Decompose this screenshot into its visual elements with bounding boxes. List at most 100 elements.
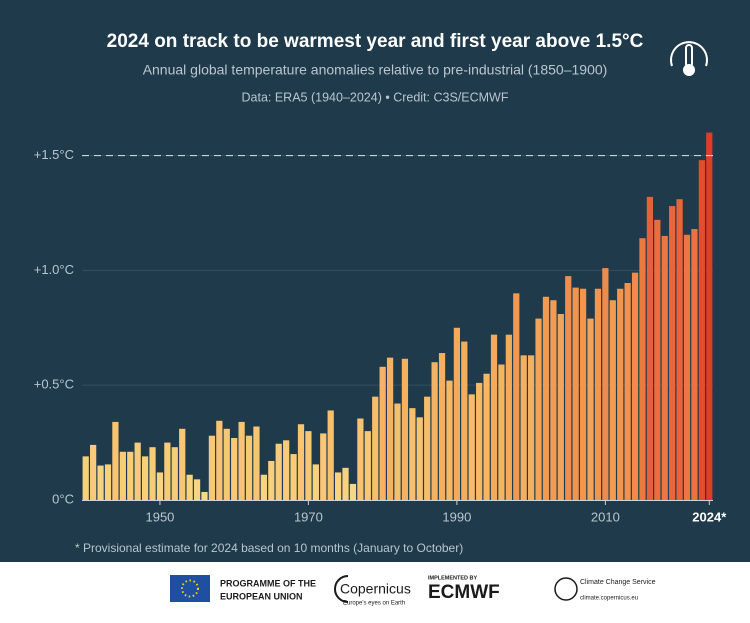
bar — [624, 283, 631, 500]
bar — [587, 318, 594, 500]
implemented-text: IMPLEMENTED BY — [428, 575, 478, 581]
bar — [320, 433, 327, 500]
bar — [112, 421, 119, 500]
bar — [253, 426, 260, 500]
bar — [90, 444, 97, 500]
bar — [268, 460, 275, 500]
x-tick-label: 2024* — [692, 509, 727, 524]
bar — [297, 424, 305, 500]
bar — [156, 472, 164, 500]
bar — [639, 238, 646, 500]
y-tick-label: +1.0°C — [34, 262, 74, 277]
bar — [186, 474, 193, 500]
bar — [82, 456, 89, 500]
bar — [483, 373, 490, 500]
bar — [127, 451, 134, 500]
bar — [669, 206, 676, 500]
bar — [379, 366, 386, 500]
chart-title: 2024 on track to be warmest year and fir… — [107, 31, 644, 52]
bar — [490, 334, 498, 500]
copernicus-logo — [334, 575, 349, 603]
bar — [134, 442, 141, 500]
bar — [334, 472, 342, 500]
bar — [312, 464, 319, 500]
y-tick-label: 0°C — [52, 491, 74, 506]
bar — [394, 403, 401, 500]
bar — [401, 358, 409, 500]
bar — [498, 364, 505, 500]
bar — [104, 464, 112, 500]
bar — [661, 235, 668, 501]
bar — [706, 132, 713, 500]
x-tick-label: 2010 — [591, 509, 620, 524]
bar — [416, 417, 423, 500]
bar — [349, 483, 357, 500]
bar — [386, 357, 394, 500]
y-tick-label: +0.5°C — [34, 377, 74, 392]
bar — [290, 454, 297, 500]
y-tick-label: +1.5°C — [34, 147, 74, 162]
bar — [572, 287, 579, 500]
bar — [216, 420, 223, 500]
bar — [609, 300, 616, 500]
c3s-text: Climate Change Service — [580, 579, 656, 586]
source: Data: ERA5 (1940–2024) • Credit: C3S/ECM… — [242, 90, 509, 104]
bar — [238, 421, 245, 500]
bar — [602, 268, 609, 500]
bar — [223, 428, 230, 500]
bar — [550, 300, 557, 500]
bar — [535, 318, 542, 500]
bar — [119, 451, 126, 500]
bar — [364, 431, 371, 500]
bar — [97, 465, 104, 500]
bar — [453, 327, 461, 500]
bar — [698, 160, 705, 501]
eu-flag — [170, 575, 210, 602]
bar — [520, 355, 527, 500]
chart-subtitle: Annual global temperature anomalies rela… — [143, 62, 608, 78]
x-tick-label: 1950 — [145, 509, 174, 524]
bar — [275, 443, 282, 500]
bar — [171, 447, 178, 500]
bar — [141, 456, 149, 500]
bar — [231, 438, 238, 500]
bar — [260, 474, 267, 500]
ecmwf-text: ECMWF — [428, 582, 500, 603]
bar — [305, 431, 312, 500]
bar — [476, 382, 483, 500]
thermo-icon — [670, 41, 708, 76]
bar — [468, 394, 475, 500]
bar — [542, 296, 550, 500]
bar — [528, 355, 535, 500]
bar — [424, 396, 431, 500]
eu-text: EUROPEAN UNION — [220, 591, 303, 601]
bar — [245, 435, 253, 500]
bar — [208, 435, 216, 500]
bar — [357, 418, 364, 500]
footnote: * Provisional estimate for 2024 based on… — [75, 541, 463, 555]
copernicus-tag: Europe's eyes on Earth — [343, 601, 405, 607]
bar — [594, 288, 602, 500]
x-tick-label: 1990 — [442, 509, 471, 524]
eu-text: PROGRAMME OF THE — [220, 578, 316, 588]
bar — [676, 199, 683, 500]
bar — [446, 380, 453, 500]
bar — [654, 219, 661, 500]
bar — [631, 272, 639, 500]
x-tick-label: 1970 — [294, 509, 323, 524]
bar — [683, 234, 691, 500]
c3s-url: climate.copernicus.eu — [580, 596, 638, 602]
bar — [565, 276, 572, 500]
bar — [283, 440, 290, 500]
copernicus-text: Copernicus — [340, 581, 411, 597]
bar — [193, 479, 201, 500]
bar — [617, 288, 624, 500]
bar — [438, 353, 446, 500]
bar — [164, 442, 171, 500]
bar — [461, 341, 468, 500]
footer-band — [0, 562, 750, 618]
bar — [431, 362, 438, 500]
bar — [409, 408, 416, 500]
bar — [342, 467, 349, 500]
